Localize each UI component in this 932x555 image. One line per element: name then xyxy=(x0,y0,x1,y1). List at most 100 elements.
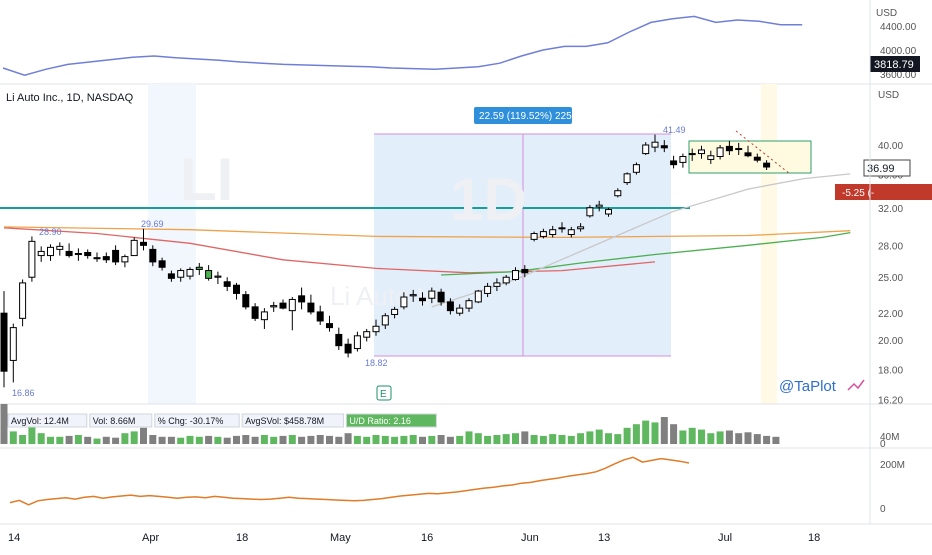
measure-label: 22.59 (119.52%) 2259 xyxy=(479,111,578,122)
candle xyxy=(372,325,380,333)
obv-tick-label: 200M xyxy=(880,460,905,471)
volume-stat-label: U/D Ratio: 2.16 xyxy=(349,416,411,426)
volume-bar xyxy=(363,436,371,444)
index-last-badge xyxy=(870,56,920,72)
volume-bar xyxy=(251,436,259,444)
volume-bar xyxy=(242,435,250,444)
volume-bar xyxy=(744,432,752,444)
candle xyxy=(465,300,473,309)
volume-bar xyxy=(307,435,315,444)
earnings-marker[interactable] xyxy=(376,385,392,401)
candle xyxy=(484,285,492,294)
volume-bar xyxy=(456,435,464,444)
candle xyxy=(214,275,222,278)
candle xyxy=(251,306,259,319)
volume-bar xyxy=(577,433,585,444)
index-currency: USD xyxy=(876,8,897,19)
volume-bar xyxy=(400,435,408,444)
price-tick-label: 22.00 xyxy=(878,309,903,320)
volume-bar xyxy=(419,436,426,444)
volume-bar xyxy=(158,436,166,444)
index-tick-label: 3600.00 xyxy=(880,70,917,81)
candle xyxy=(288,298,296,312)
volume-stat-box xyxy=(154,413,240,428)
time-axis: 14 Apr 18 May 16 Jun 13 Jul 18 xyxy=(8,532,820,544)
volume-bar xyxy=(698,429,705,444)
volume-stat-label: AvgSVol: $458.78M xyxy=(245,416,324,426)
watermark-name: Li Auto Inc. xyxy=(330,281,459,311)
candle xyxy=(149,248,157,263)
left-low-label: 16.86 xyxy=(12,388,35,398)
candle xyxy=(512,270,519,280)
candle xyxy=(400,296,408,308)
volume-bar xyxy=(586,431,594,444)
candle xyxy=(279,302,287,309)
volume-bar xyxy=(233,435,240,444)
candle xyxy=(530,233,538,240)
price-tick-label: 28.00 xyxy=(878,241,903,252)
volume-bar xyxy=(316,435,324,444)
price-tick-label: 40.00 xyxy=(878,141,903,152)
candle xyxy=(242,294,250,308)
candle xyxy=(158,260,166,268)
candle xyxy=(446,301,454,312)
candle xyxy=(316,311,324,322)
candle xyxy=(186,268,194,277)
volume-stat-box xyxy=(345,413,437,428)
candle xyxy=(632,164,640,173)
candle xyxy=(140,241,147,246)
candle xyxy=(595,204,603,208)
candle xyxy=(391,308,399,315)
candle xyxy=(549,229,557,236)
time-axis-label: 18 xyxy=(808,532,820,544)
candle xyxy=(205,270,213,279)
volume-bar xyxy=(595,429,603,444)
index-tick-label: 4400.00 xyxy=(880,22,917,33)
low-label: 18.82 xyxy=(365,358,388,368)
candle xyxy=(0,312,8,372)
candle xyxy=(753,156,761,161)
index-line xyxy=(2,15,803,76)
candle xyxy=(130,239,138,257)
obv-tick-label: 0 xyxy=(880,504,886,515)
volume-bar xyxy=(549,434,557,444)
price-tick-label: 20.00 xyxy=(878,336,903,347)
volume-stat-label: Vol: 8.66M xyxy=(93,416,136,426)
volume-bar xyxy=(353,435,361,444)
volume-bar xyxy=(56,436,64,444)
candle xyxy=(716,147,724,157)
time-axis-label: Apr xyxy=(142,532,159,544)
candle xyxy=(735,148,743,151)
candle xyxy=(233,284,240,294)
volume-bar xyxy=(177,437,185,444)
candle xyxy=(270,305,278,308)
peak1-label: 28.90 xyxy=(39,227,62,237)
volume-bar xyxy=(65,435,73,444)
candle xyxy=(567,229,575,236)
volume-bar xyxy=(195,436,203,444)
volume-bar xyxy=(512,433,519,444)
volume-bar xyxy=(567,435,575,444)
volume-bar xyxy=(326,435,333,444)
candle xyxy=(521,268,529,274)
volume-bar xyxy=(539,435,547,444)
volume-bar xyxy=(288,435,296,444)
volume-bar xyxy=(428,435,436,444)
watermark-interval: 1D xyxy=(450,166,527,233)
candle xyxy=(84,251,92,257)
volume-bar xyxy=(84,436,92,444)
candle xyxy=(586,207,594,217)
volume-bar xyxy=(409,435,417,444)
candle xyxy=(670,160,678,166)
volume-bar xyxy=(298,436,306,444)
candle xyxy=(344,343,352,354)
volume-bar xyxy=(716,431,724,444)
highlight-band-1 xyxy=(148,84,196,404)
volume-bar xyxy=(335,436,343,444)
volume-bar xyxy=(679,430,687,444)
volume-bar xyxy=(279,435,287,444)
candle xyxy=(623,173,631,184)
volume-bar xyxy=(260,435,268,444)
volume-bar xyxy=(130,431,138,444)
